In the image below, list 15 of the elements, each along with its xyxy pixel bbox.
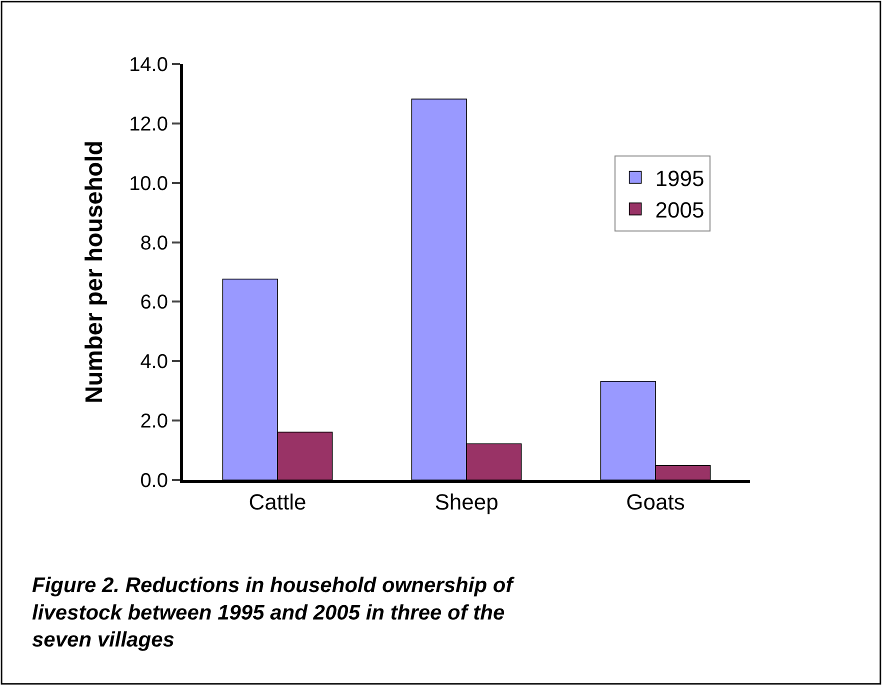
x-tick-label: Sheep [434,489,498,514]
y-tick-label: 14.0 [129,54,168,76]
y-tick-label: 12.0 [129,113,168,136]
y-tick-label: 2.0 [140,410,168,433]
caption: Figure 2. Reductions in household ownership of livestock between 1995 and 2005 in three of the seven villages [32,574,515,652]
y-axis-title: Number per household [81,140,108,404]
legend-label: 2005 [655,198,704,222]
y-tick-label: 4.0 [140,351,168,374]
y-tick-label: 0.0 [140,470,168,492]
y-tick-label: 10.0 [129,172,168,195]
legend-label: 1995 [655,166,704,191]
x-tick-label: Cattle [248,489,306,514]
y-tick-label: 6.0 [140,292,168,314]
x-tick-label: Goats [626,489,685,514]
y-tick-label: 8.0 [140,232,168,254]
